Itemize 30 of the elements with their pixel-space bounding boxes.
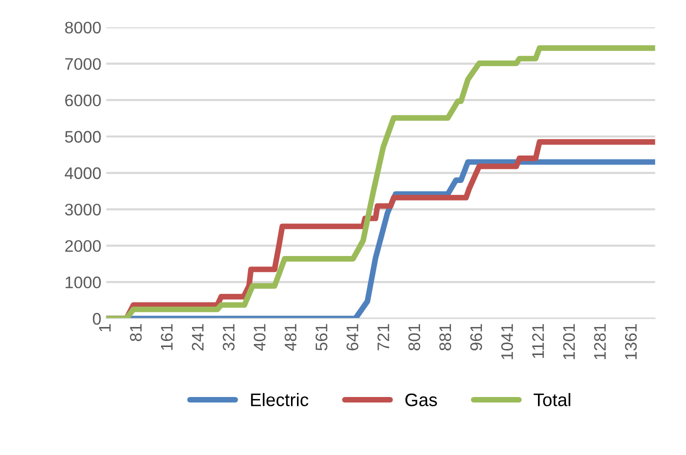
y-tick-label: 5000 [65,130,101,143]
x-tick-label: 81 [130,324,142,342]
x-tick-label: 161 [160,324,173,350]
y-tick-label: 4000 [64,167,101,180]
x-tick-label: 1121 [532,324,544,358]
x-tick-label: 1281 [594,324,606,360]
x-tick-label: 721 [377,324,390,350]
x-tick-label: 881 [439,324,452,350]
x-tick-label: 1201 [563,324,575,360]
x-tick-label: 481 [284,324,296,351]
legend-label: Electric [251,392,308,406]
y-tick-label: 3000 [65,204,101,216]
x-tick-label: 1 [99,324,111,332]
x-tick-label: 801 [408,324,420,350]
x-tick-label: 321 [222,324,235,351]
x-tick-label: 561 [316,324,328,350]
y-tick-label: 6000 [65,94,101,106]
legend-label: Total [534,392,570,406]
y-tick-label: 7000 [65,58,101,70]
y-tick-label: 1000 [66,276,101,288]
x-tick-label: 1361 [624,324,637,360]
x-tick-label: 1041 [501,324,514,360]
x-tick-label: 961 [470,324,482,350]
y-tick-label: 0 [92,312,101,325]
x-tick-label: 401 [254,324,266,351]
x-tick-label: 241 [192,324,204,350]
y-tick-label: 8000 [65,22,101,34]
legend-label: Gas [405,393,437,406]
y-tick-label: 2000 [65,240,101,252]
x-tick-label: 641 [346,324,358,350]
